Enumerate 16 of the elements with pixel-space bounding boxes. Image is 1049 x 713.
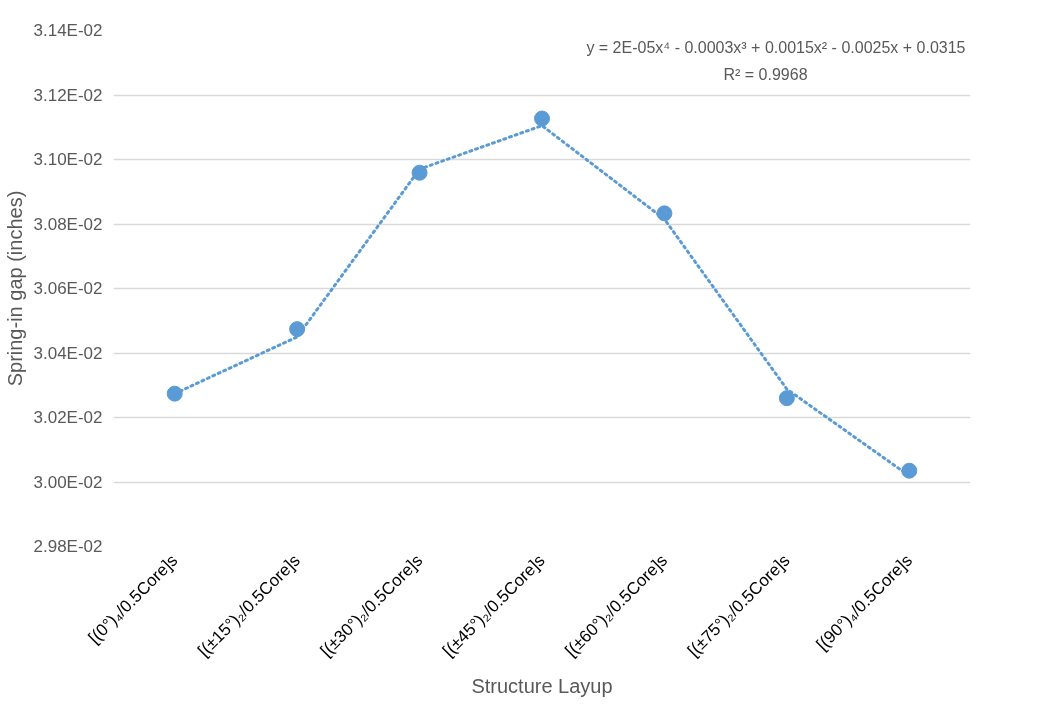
point [166,385,183,402]
y-tick-label: 3.12E-02 [33,85,103,105]
annotation: R² = 0.9968 [723,65,808,83]
annotation: y = 2E-05x⁴ - 0.0003x³ + 0.0015x² - 0.0025x + 0.0315 [586,38,966,56]
y-tick-label: 3.02E-02 [33,408,103,427]
y-tick-label: 3.10E-02 [33,150,103,169]
y-tick-label: 2.98E-02 [33,537,103,556]
y-tick-label: 3.00E-02 [33,472,103,492]
y-tick-label: 3.04E-02 [33,343,103,363]
point [534,110,550,127]
y-tick-label: 3.08E-02 [33,214,103,234]
y-tick-label: 3.06E-02 [33,279,103,298]
point [778,390,795,407]
y-axis-title: Spring-in gap (inches) [3,190,26,387]
y-tick-label: 3.14E-02 [33,21,103,40]
x-axis-title: Structure Layup [471,675,613,698]
